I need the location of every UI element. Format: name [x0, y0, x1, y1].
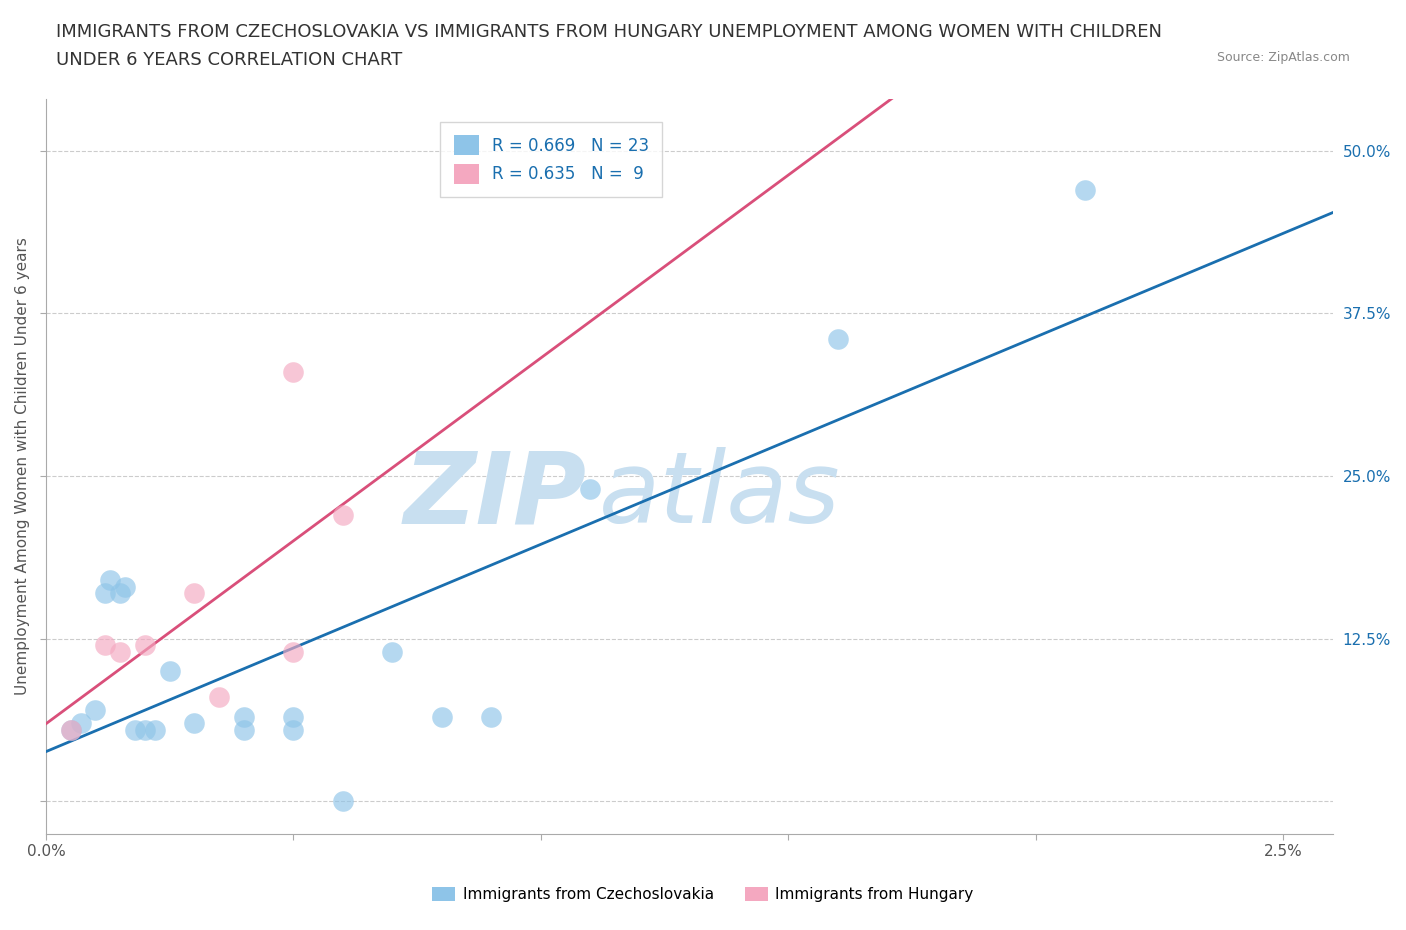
Point	[208, 690, 231, 705]
Point	[1074, 182, 1097, 197]
Point	[283, 365, 305, 379]
Point	[827, 332, 849, 347]
Point	[134, 723, 156, 737]
Point	[69, 716, 91, 731]
Point	[59, 723, 82, 737]
Point	[124, 723, 146, 737]
Text: IMMIGRANTS FROM CZECHOSLOVAKIA VS IMMIGRANTS FROM HUNGARY UNEMPLOYMENT AMONG WOM: IMMIGRANTS FROM CZECHOSLOVAKIA VS IMMIGR…	[56, 23, 1163, 41]
Point	[283, 723, 305, 737]
Text: ZIP: ZIP	[404, 447, 586, 544]
Point	[94, 586, 117, 601]
Point	[159, 664, 181, 679]
Point	[579, 482, 602, 497]
Point	[332, 508, 354, 523]
Point	[108, 644, 131, 659]
Point	[233, 710, 256, 724]
Point	[233, 723, 256, 737]
Point	[332, 794, 354, 809]
Point	[183, 716, 205, 731]
Point	[283, 644, 305, 659]
Point	[481, 710, 503, 724]
Point	[94, 638, 117, 653]
Text: Source: ZipAtlas.com: Source: ZipAtlas.com	[1216, 51, 1350, 64]
Point	[430, 710, 453, 724]
Point	[114, 579, 136, 594]
Text: UNDER 6 YEARS CORRELATION CHART: UNDER 6 YEARS CORRELATION CHART	[56, 51, 402, 69]
Point	[381, 644, 404, 659]
Point	[84, 703, 107, 718]
Point	[143, 723, 166, 737]
Point	[108, 586, 131, 601]
Legend: R = 0.669   N = 23, R = 0.635   N =  9: R = 0.669 N = 23, R = 0.635 N = 9	[440, 122, 662, 197]
Point	[98, 573, 121, 588]
Point	[59, 723, 82, 737]
Legend: Immigrants from Czechoslovakia, Immigrants from Hungary: Immigrants from Czechoslovakia, Immigran…	[426, 881, 980, 909]
Point	[283, 710, 305, 724]
Point	[134, 638, 156, 653]
Y-axis label: Unemployment Among Women with Children Under 6 years: Unemployment Among Women with Children U…	[15, 237, 30, 696]
Text: atlas: atlas	[599, 447, 841, 544]
Point	[183, 586, 205, 601]
